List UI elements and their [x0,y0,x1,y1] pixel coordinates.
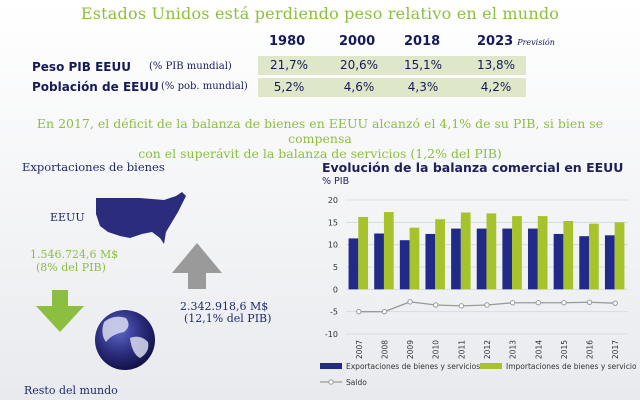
year-2018: 2018 [404,34,441,49]
chart-unit-label: % PIB [322,176,350,187]
x-tick-label: 2017 [611,340,620,359]
forecast-note: Previsión [517,38,555,47]
x-tick-label: 2016 [586,340,595,359]
x-tick-label: 2011 [457,340,466,359]
y-tick-label: 5 [333,263,338,272]
x-tick-label: 2009 [406,340,415,359]
x-tick-label: 2013 [509,340,518,359]
x-tick-label: 2015 [560,340,569,359]
trade-balance-chart: -10 -5 0 5 10 15 20 2007 2008 2009 2010 2011 2012 201… [320,196,636,387]
bar-exports [399,240,410,290]
bar-exports [476,228,487,290]
cell-pop-2023: 4,2% [480,80,512,94]
legend-label-exports: Exportaciones de bienes y servicios [346,362,480,371]
row-label-population: Población de EEUU [32,80,159,94]
y-tick-label: 15 [328,218,338,227]
y-tick-label: -10 [325,330,338,339]
balance-point [535,300,541,306]
imports-value: 2.342.918,6 M$ [180,300,269,313]
page-title: Estados Unidos está perdiendo peso relat… [80,4,560,23]
bar-exports [348,238,359,290]
year-1980: 1980 [269,34,306,49]
bar-exports [604,235,615,290]
years-header: 1980 2000 2018 2023 Previsión [0,34,640,52]
balance-point [407,299,413,305]
legend-label-balance: Saldo [346,378,367,387]
y-tick-label: 20 [328,196,338,205]
bar-exports [451,228,461,290]
chart-title: Evolución de la balanza comercial en EEU… [322,160,624,175]
export-arrow-icon [36,290,84,332]
flows-title: Exportaciones de bienes [22,160,165,174]
balance-point [458,303,465,309]
globe-icon [95,310,155,370]
bar-imports [358,216,369,290]
balance-point [381,308,388,315]
bar-exports [579,236,590,290]
deficit-note-line1: En 2017, el déficit de la balanza de bie… [36,116,604,146]
destination-label: Resto del mundo [24,384,118,397]
row-bar-gdp [258,56,526,75]
x-tick-label: 2012 [483,340,492,359]
usa-map-icon [96,192,186,244]
bar-imports [563,220,574,290]
bar-exports [528,228,538,290]
flows-illustration [36,192,222,370]
cell-gdp-1980: 21,7% [269,58,309,72]
y-tick-label: -5 [330,308,338,317]
bar-imports [537,216,548,290]
bar-imports [383,212,394,290]
deficit-note-line2: con el superávit de la balanza de servic… [138,146,502,161]
exports-pct: (8% del PIB) [36,261,106,274]
bar-exports [425,233,436,290]
balance-point [586,299,593,305]
balance-point [484,302,490,308]
row-bar-population [258,78,526,97]
x-tick-label: 2010 [432,340,441,359]
y-tick-label: 10 [328,241,338,250]
bar-imports [460,212,471,290]
balance-point [561,300,567,306]
cell-gdp-2018: 15,1% [403,58,443,72]
legend-label-imports: Importaciones de bienes y servicios [506,362,636,371]
deficit-note: En 2017, el déficit de la balanza de bie… [10,116,630,161]
bar-imports [589,223,599,290]
row-sublabel-gdp: (% PIB mundial) [149,61,232,72]
legend-swatch-exports [320,363,342,369]
bar-imports [409,227,420,290]
balance-point [509,300,516,306]
bar-imports [486,213,497,290]
bar-imports [512,216,522,290]
year-2023-label: 2023 [477,34,514,49]
imports-pct: (12,1% del PIB) [184,312,272,325]
bar-exports [553,233,564,290]
bar-exports [374,233,384,290]
balance-point [356,308,362,315]
x-tick-label: 2008 [380,340,389,359]
bar-imports [435,219,445,290]
import-arrow-icon [172,243,222,289]
bar-imports [614,222,625,290]
year-2023: 2023 Previsión [477,34,555,49]
balance-point [433,302,439,308]
cell-gdp-2000: 20,6% [339,58,379,72]
row-sublabel-population: (% pob. mundial) [161,81,248,92]
legend-swatch-balance-point [328,379,334,385]
cell-pop-1980: 5,2% [273,80,305,94]
exports-value: 1.546.724,6 M$ [30,248,119,261]
legend-swatch-imports [480,363,502,369]
x-tick-label: 2007 [355,340,364,359]
x-tick-label: 2014 [534,340,543,359]
balance-point [612,300,618,306]
year-2000: 2000 [339,34,376,49]
y-tick-label: 0 [333,285,338,294]
row-label-gdp: Peso PIB EEUU [32,60,131,74]
cell-pop-2000: 4,6% [343,80,375,94]
origin-label: EEUU [50,211,85,224]
bar-exports [502,228,513,290]
cell-gdp-2023: 13,8% [476,58,516,72]
cell-pop-2018: 4,3% [407,80,439,94]
